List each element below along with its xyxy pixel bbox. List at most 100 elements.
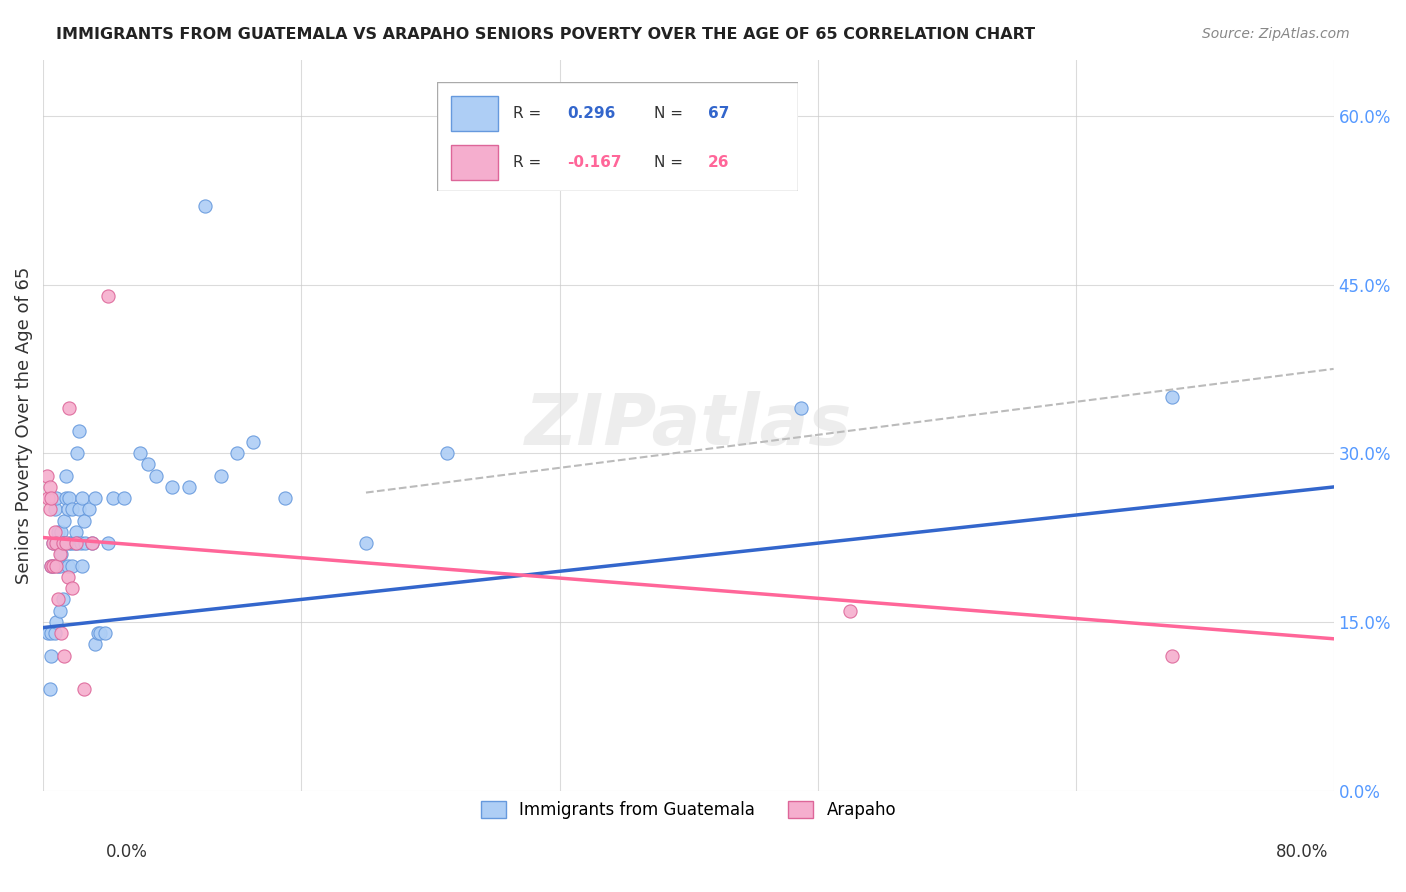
Point bbox=[209, 468, 232, 483]
Point bbox=[62, 558, 84, 573]
Point bbox=[46, 592, 69, 607]
Point bbox=[48, 536, 70, 550]
Point bbox=[97, 536, 120, 550]
Point bbox=[42, 558, 65, 573]
Point bbox=[37, 626, 59, 640]
Point bbox=[436, 446, 458, 460]
Point bbox=[67, 424, 90, 438]
Text: Source: ZipAtlas.com: Source: ZipAtlas.com bbox=[1202, 27, 1350, 41]
Point bbox=[63, 536, 86, 550]
Point bbox=[35, 468, 58, 483]
Point bbox=[73, 682, 96, 697]
Point bbox=[49, 548, 72, 562]
Point bbox=[87, 626, 110, 640]
Point bbox=[45, 615, 67, 629]
Point bbox=[58, 401, 80, 416]
Point bbox=[53, 648, 76, 663]
Point bbox=[226, 446, 249, 460]
Point bbox=[52, 592, 75, 607]
Point bbox=[52, 536, 75, 550]
Point bbox=[45, 491, 67, 506]
Point bbox=[56, 502, 79, 516]
Point bbox=[66, 446, 89, 460]
Point bbox=[97, 289, 120, 303]
Point bbox=[49, 626, 72, 640]
Point bbox=[56, 558, 79, 573]
Point bbox=[58, 536, 80, 550]
Point bbox=[53, 536, 76, 550]
Point bbox=[45, 536, 67, 550]
Point bbox=[37, 491, 59, 506]
Point bbox=[59, 536, 82, 550]
Point bbox=[354, 536, 377, 550]
Point bbox=[55, 536, 77, 550]
Point bbox=[49, 524, 72, 539]
Point bbox=[73, 514, 96, 528]
Y-axis label: Seniors Poverty Over the Age of 65: Seniors Poverty Over the Age of 65 bbox=[15, 267, 32, 583]
Point bbox=[38, 682, 60, 697]
Text: 80.0%: 80.0% bbox=[1277, 843, 1329, 861]
Point bbox=[46, 524, 69, 539]
Point bbox=[42, 536, 65, 550]
Point bbox=[84, 637, 107, 651]
Point bbox=[70, 491, 93, 506]
Point bbox=[56, 570, 79, 584]
Point bbox=[45, 558, 67, 573]
Point bbox=[67, 502, 90, 516]
Legend: Immigrants from Guatemala, Arapaho: Immigrants from Guatemala, Arapaho bbox=[474, 795, 903, 826]
Text: IMMIGRANTS FROM GUATEMALA VS ARAPAHO SENIORS POVERTY OVER THE AGE OF 65 CORRELAT: IMMIGRANTS FROM GUATEMALA VS ARAPAHO SEN… bbox=[56, 27, 1035, 42]
Point bbox=[177, 480, 200, 494]
Point bbox=[80, 536, 103, 550]
Point bbox=[41, 491, 63, 506]
Point bbox=[65, 536, 87, 550]
Point bbox=[38, 480, 60, 494]
Point bbox=[46, 558, 69, 573]
Text: ZIPatlas: ZIPatlas bbox=[524, 391, 852, 459]
Point bbox=[48, 604, 70, 618]
Point bbox=[194, 199, 217, 213]
Point bbox=[41, 558, 63, 573]
Point bbox=[790, 401, 813, 416]
Point bbox=[41, 648, 63, 663]
Point bbox=[44, 524, 66, 539]
Text: 0.0%: 0.0% bbox=[105, 843, 148, 861]
Point bbox=[41, 558, 63, 573]
Point bbox=[58, 491, 80, 506]
Point bbox=[44, 502, 66, 516]
Point bbox=[242, 434, 264, 449]
Point bbox=[136, 458, 159, 472]
Point bbox=[62, 581, 84, 595]
Point bbox=[75, 536, 97, 550]
Point bbox=[77, 502, 100, 516]
Point bbox=[55, 491, 77, 506]
Point bbox=[84, 491, 107, 506]
Point bbox=[41, 626, 63, 640]
Point bbox=[66, 536, 89, 550]
Point bbox=[48, 558, 70, 573]
Point bbox=[93, 626, 115, 640]
Point bbox=[162, 480, 184, 494]
Point bbox=[70, 558, 93, 573]
Point bbox=[48, 548, 70, 562]
Point bbox=[1161, 648, 1184, 663]
Point bbox=[89, 626, 111, 640]
Point bbox=[129, 446, 152, 460]
Point bbox=[55, 468, 77, 483]
Point bbox=[42, 536, 65, 550]
Point bbox=[45, 536, 67, 550]
Point bbox=[53, 514, 76, 528]
Point bbox=[65, 524, 87, 539]
Point bbox=[145, 468, 167, 483]
Point bbox=[112, 491, 135, 506]
Point bbox=[1161, 390, 1184, 404]
Point bbox=[69, 536, 91, 550]
Point bbox=[62, 502, 84, 516]
Point bbox=[52, 536, 75, 550]
Point bbox=[38, 502, 60, 516]
Point bbox=[80, 536, 103, 550]
Point bbox=[42, 558, 65, 573]
Point bbox=[838, 604, 860, 618]
Point bbox=[101, 491, 124, 506]
Point bbox=[274, 491, 297, 506]
Point bbox=[44, 626, 66, 640]
